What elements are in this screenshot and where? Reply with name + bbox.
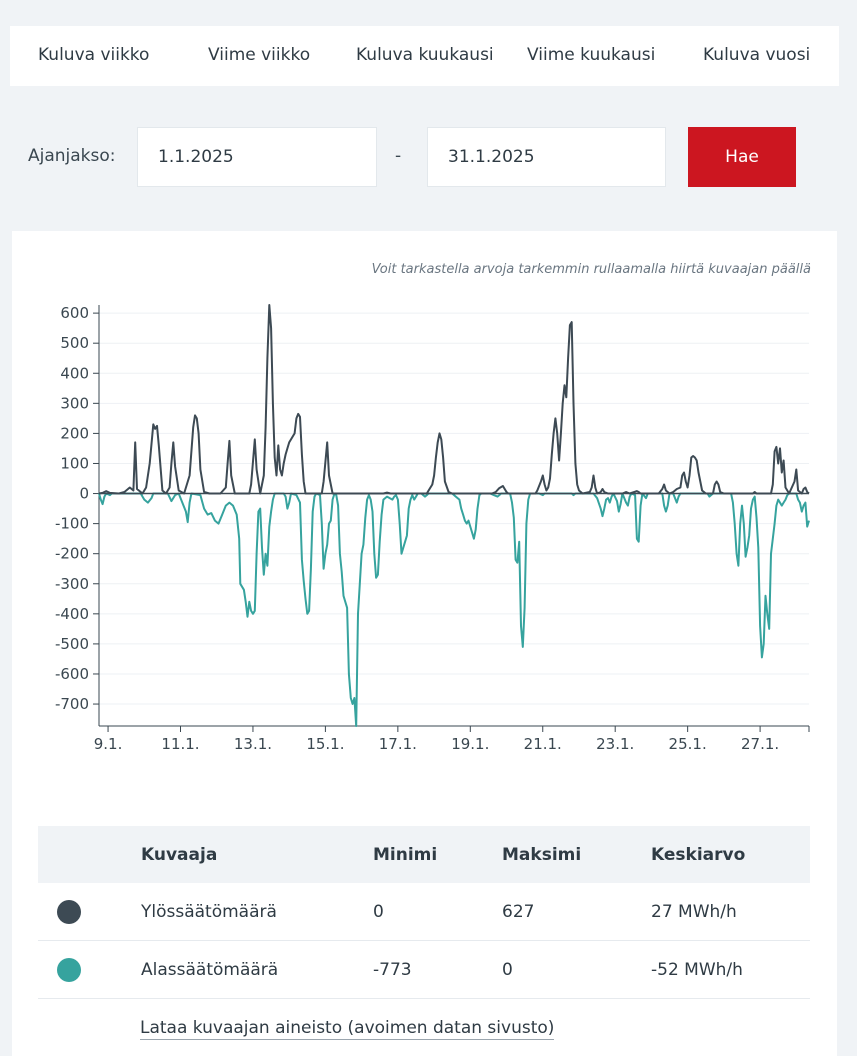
y-tick-label: 0 [79, 485, 89, 503]
y-tick-label: 400 [60, 364, 89, 382]
tab-current-month[interactable]: Kuluva kuukausi [356, 45, 494, 65]
search-button[interactable]: Hae [688, 127, 796, 187]
x-tick-label: 19.1. [451, 735, 489, 753]
y-tick-label: -700 [55, 695, 89, 713]
series-min: 0 [373, 883, 502, 941]
chart-panel: Voit tarkastella arvoja tarkemmin rullaa… [12, 231, 837, 1056]
x-tick-label: 25.1. [669, 735, 707, 753]
y-tick-label: 300 [60, 394, 89, 412]
tab-last-month[interactable]: Viime kuukausi [527, 45, 656, 65]
x-tick-label: 23.1. [596, 735, 634, 753]
col-header-series: Kuvaaja [141, 826, 373, 883]
series-name: Alassäätömäärä [141, 940, 373, 999]
y-tick-label: 200 [60, 424, 89, 442]
col-header-min: Minimi [373, 826, 502, 883]
x-tick-label: 21.1. [524, 735, 562, 753]
start-date-input[interactable] [137, 127, 377, 187]
col-header-max: Maksimi [502, 826, 651, 883]
y-tick-label: -600 [55, 665, 89, 683]
x-tick-label: 13.1. [234, 735, 272, 753]
tab-current-year[interactable]: Kuluva vuosi [703, 45, 811, 65]
y-tick-label: -300 [55, 575, 89, 593]
download-data-link[interactable]: Lataa kuvaajan aineisto (avoimen datan s… [140, 1018, 555, 1040]
series-min: -773 [373, 940, 502, 999]
series-avg: 27 MWh/h [651, 883, 810, 941]
series-name: Ylössäätömäärä [141, 883, 373, 941]
col-header-avg: Keskiarvo [651, 826, 810, 883]
y-tick-label: -400 [55, 605, 89, 623]
y-tick-label: 600 [60, 304, 89, 322]
y-tick-label: -200 [55, 545, 89, 563]
series-line-up [98, 304, 810, 495]
series-avg: -52 MWh/h [651, 940, 810, 999]
y-tick-label: 500 [60, 334, 89, 352]
regulation-chart[interactable]: 600 500 400 300 200 100 0 -100 -200 -300 -400 -500 -… [12, 291, 837, 781]
x-tick-label: 11.1. [161, 735, 199, 753]
y-tick-label: -100 [55, 515, 89, 533]
period-tabs: Kuluva viikko Viime viikko Kuluva kuukau… [10, 26, 839, 86]
series-color-dot-up [57, 899, 81, 924]
y-tick-label: -500 [55, 635, 89, 653]
period-label: Ajanjakso: [28, 146, 116, 166]
chart-hint: Voit tarkastella arvoja tarkemmin rullaa… [371, 262, 811, 277]
series-line-down [98, 492, 810, 727]
series-color-dot-down [57, 957, 81, 982]
series-max: 0 [502, 940, 651, 999]
tab-last-week[interactable]: Viime viikko [208, 45, 311, 65]
series-max: 627 [502, 883, 651, 941]
end-date-input[interactable] [427, 127, 666, 187]
x-tick-label: 15.1. [306, 735, 344, 753]
table-row: Alassäätömäärä -773 0 -52 MWh/h [38, 940, 810, 999]
stats-header-row: Kuvaaja Minimi Maksimi Keskiarvo [38, 826, 810, 883]
x-tick-label: 17.1. [379, 735, 417, 753]
tab-current-week[interactable]: Kuluva viikko [38, 45, 150, 65]
date-separator: - [395, 146, 402, 166]
table-row: Ylössäätömäärä 0 627 27 MWh/h [38, 883, 810, 941]
stats-table: Kuvaaja Minimi Maksimi Keskiarvo Ylössää… [38, 826, 810, 999]
y-tick-label: 100 [60, 454, 89, 472]
x-tick-label: 9.1. [94, 735, 123, 753]
x-tick-label: 27.1. [741, 735, 779, 753]
